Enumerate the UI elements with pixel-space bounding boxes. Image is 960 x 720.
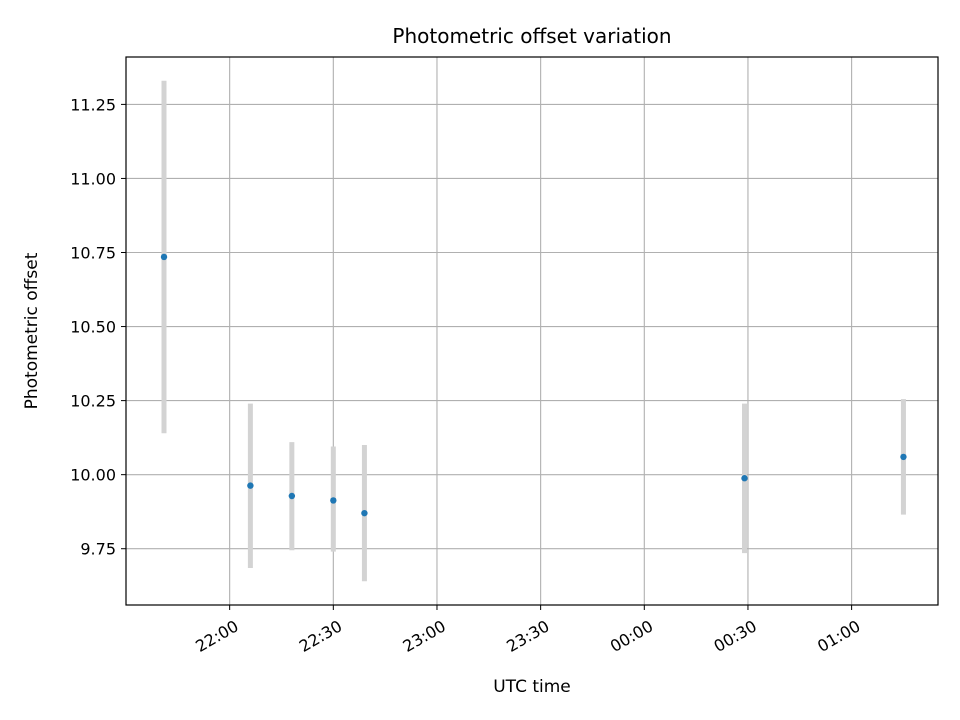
data-point (160, 253, 168, 261)
data-point (247, 482, 254, 489)
x-tick-label: 22:00 (192, 616, 241, 656)
x-axis-ticks: 22:00 22:30 23:00 23:30 00:00 00:30 01:00 (192, 605, 864, 656)
chart-title: Photometric offset variation (392, 24, 671, 48)
data-point (288, 492, 296, 500)
x-tick-label: 01:00 (814, 616, 863, 656)
y-tick-label: 10.75 (70, 244, 116, 263)
plot-frame (125, 56, 939, 606)
data-points (160, 253, 907, 517)
y-tick-label: 10.00 (70, 466, 116, 485)
y-tick-label: 11.00 (70, 169, 116, 188)
x-tick-label: 23:30 (503, 616, 552, 656)
grid (126, 57, 938, 605)
y-tick-label: 11.25 (70, 95, 116, 114)
x-tick-label: 23:00 (400, 616, 449, 656)
data-point (361, 509, 368, 517)
y-axis-label: Photometric offset (22, 252, 42, 409)
x-tick-label: 22:30 (296, 616, 345, 656)
x-tick-label: 00:30 (711, 616, 760, 656)
error-bars (161, 80, 906, 582)
data-point (900, 453, 907, 461)
y-axis-ticks: 9.75 10.00 10.25 10.50 10.75 11.00 11.25 (70, 95, 126, 559)
x-axis-label: UTC time (493, 677, 571, 697)
y-tick-label: 10.50 (70, 318, 116, 337)
data-point (741, 475, 748, 482)
y-tick-label: 10.25 (70, 392, 116, 411)
y-tick-label: 9.75 (80, 540, 116, 559)
data-point (330, 497, 337, 504)
x-tick-label: 00:00 (607, 616, 656, 656)
